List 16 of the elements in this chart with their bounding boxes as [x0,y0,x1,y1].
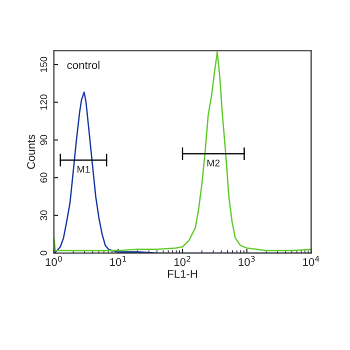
y-axis-title: Counts [27,134,35,169]
y-tick-label: 150 [40,56,48,72]
y-tick-label: 90 [40,134,48,145]
x-tick-label: 10$^{1}$ [110,256,126,266]
y-tick-label: 30 [40,210,48,220]
x-axis-title: FL1-H [168,270,198,278]
annotation: control [67,60,100,70]
y-tick-label: 60 [40,172,48,183]
y-tick-label: 0 [40,250,48,256]
series-label: M1 [78,166,90,173]
series-label: M2 [207,160,220,166]
x-tick-label: 10$^{4}$ [303,256,320,266]
x-tick-label: 10$^{2}$ [174,256,190,266]
x-tick-label: 10$^{0}$ [46,256,62,266]
x-tick-label: 10$^{3}$ [238,256,255,266]
y-tick-label: 120 [40,94,48,110]
